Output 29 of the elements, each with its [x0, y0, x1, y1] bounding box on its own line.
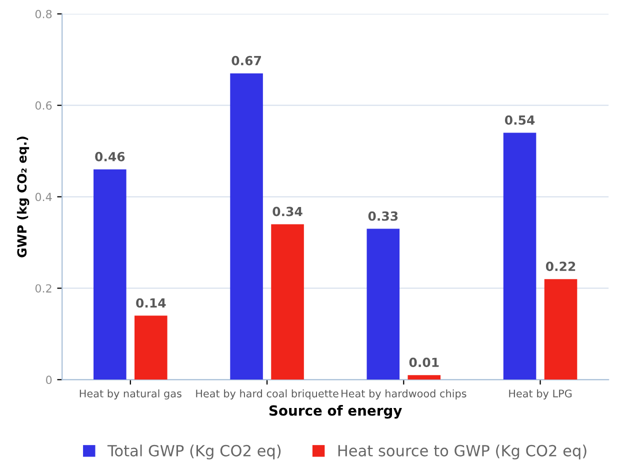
data-label: 0.54 [504, 115, 535, 125]
legend-label: Total GWP (Kg CO2 eq) [107, 444, 281, 460]
legend-label: Heat source to GWP (Kg CO2 eq) [338, 444, 586, 460]
data-label: 0.01 [409, 358, 439, 368]
data-label: 0.33 [368, 211, 398, 221]
bar [366, 228, 400, 380]
bar [271, 224, 304, 380]
y-tick-label: 0.8 [35, 10, 52, 18]
bar [134, 316, 168, 380]
data-label: 0.34 [272, 206, 302, 216]
data-label: 0.67 [232, 56, 261, 66]
y-tick-label: 0.2 [35, 284, 52, 293]
x-tick-label: Heat by LPG [509, 389, 572, 400]
bar [544, 279, 578, 380]
data-label: 0.46 [95, 152, 125, 162]
data-label: 0.14 [136, 298, 166, 308]
data-label: 0.22 [546, 262, 576, 272]
x-tick-label: Heat by natural gas [80, 389, 182, 400]
x-axis-title: Source of energy [269, 405, 402, 419]
y-tick-label: 0.4 [35, 192, 52, 202]
bar [408, 375, 441, 380]
x-tick-label: Heat by hardwood chips [342, 389, 466, 400]
bar [94, 169, 126, 380]
y-axis-title: GWP (kg CO₂ eq.) [16, 136, 30, 258]
y-tick-label: 0.6 [35, 101, 52, 110]
bar [503, 132, 536, 380]
x-tick-label: Heat by hard coal briquette [196, 389, 338, 400]
y-tick-label: 0 [46, 376, 52, 384]
bar [230, 73, 263, 380]
